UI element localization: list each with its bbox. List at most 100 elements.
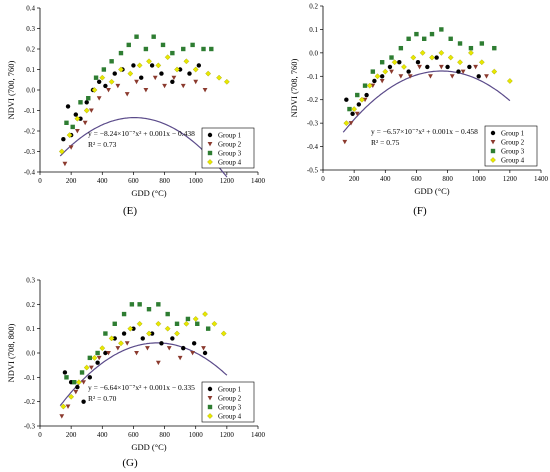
data-point	[66, 132, 73, 138]
y-tick-label: -0.2	[307, 96, 319, 104]
legend-marker	[207, 386, 213, 392]
series-group-2	[62, 75, 208, 167]
y-tick-label: -0.1	[24, 107, 36, 115]
legend-entry: Group 1	[501, 130, 525, 138]
data-point	[101, 67, 107, 72]
data-point	[366, 82, 373, 89]
legend-marker	[207, 413, 213, 419]
legend-entry: Group 3	[218, 150, 242, 158]
data-point	[348, 121, 354, 126]
data-point	[174, 330, 180, 337]
y-tick-label: 0.4	[26, 5, 35, 13]
data-point	[68, 393, 75, 400]
data-point	[96, 79, 102, 85]
legend-entry: Group 4	[218, 413, 242, 421]
legend-entry: Group 2	[218, 395, 242, 403]
data-point	[65, 104, 71, 109]
data-point	[162, 83, 167, 89]
x-tick-label: 1400	[251, 431, 266, 439]
data-point	[91, 87, 98, 93]
x-tick-label: 0	[38, 177, 42, 185]
data-point	[82, 120, 88, 126]
legend-entry: Group 3	[501, 148, 525, 156]
data-point	[391, 59, 398, 66]
data-point	[177, 355, 183, 361]
data-point	[192, 66, 199, 73]
x-tick-label: 1000	[189, 177, 204, 185]
data-point	[79, 370, 85, 375]
data-point	[93, 75, 99, 80]
equation-text: y = −6.57×10⁻⁷x² + 0.001x − 0.458	[371, 127, 478, 136]
data-point	[115, 346, 121, 351]
data-point	[183, 58, 190, 65]
data-point	[419, 49, 426, 56]
data-point	[124, 92, 130, 97]
legend-marker	[490, 148, 496, 154]
data-point	[88, 365, 94, 370]
data-point	[129, 302, 135, 307]
data-point	[407, 74, 413, 79]
data-point	[108, 335, 115, 342]
data-point	[81, 399, 86, 404]
data-point	[103, 331, 108, 336]
data-point	[83, 107, 90, 114]
data-point	[379, 74, 385, 79]
data-point	[62, 370, 68, 375]
y-tick-label: 0.0	[26, 350, 35, 358]
data-point	[170, 336, 175, 341]
data-point	[387, 64, 393, 70]
data-point	[73, 112, 79, 117]
data-point	[202, 88, 208, 93]
y-tick-label: 0.2	[26, 46, 35, 54]
y-tick-label: 0.1	[26, 325, 35, 333]
data-point	[146, 58, 152, 65]
data-point	[359, 96, 365, 103]
data-point	[438, 49, 445, 56]
x-tick-label: 1200	[220, 431, 235, 439]
data-point	[127, 70, 134, 77]
y-axis-title: NDVI (700, 760)	[6, 60, 16, 119]
data-point	[370, 69, 376, 74]
x-tick-label: 1000	[472, 175, 487, 183]
legend-marker	[490, 140, 496, 145]
x-tick-label: 0	[38, 431, 42, 439]
data-point	[180, 83, 186, 89]
legend-marker	[207, 404, 213, 410]
legend-marker	[207, 396, 213, 401]
data-point	[195, 321, 200, 326]
data-point	[468, 45, 474, 51]
data-point	[151, 34, 156, 39]
data-point	[134, 351, 139, 356]
data-point	[95, 360, 100, 365]
data-point	[422, 36, 427, 41]
data-point	[342, 139, 348, 145]
data-point	[196, 63, 202, 68]
data-point	[170, 79, 175, 85]
data-point	[108, 78, 115, 85]
data-point	[64, 120, 69, 125]
x-axis-title: GDD (°C)	[131, 442, 166, 452]
data-point	[146, 330, 152, 337]
y-tick-label: -0.3	[307, 120, 319, 128]
data-point	[165, 311, 170, 317]
data-point	[159, 341, 164, 346]
legend-entry: Group 4	[501, 157, 525, 165]
legend-entry: Group 3	[218, 404, 242, 412]
data-point	[447, 54, 454, 61]
data-point	[410, 54, 417, 61]
data-point	[468, 49, 474, 56]
x-tick-label: 800	[442, 175, 453, 183]
data-point	[109, 59, 114, 64]
data-point	[356, 102, 362, 107]
data-point	[478, 59, 485, 66]
data-point	[506, 78, 513, 84]
data-point	[87, 375, 93, 380]
data-point	[87, 355, 93, 361]
y-tick-label: -0.3	[24, 148, 36, 156]
data-point	[193, 79, 199, 85]
data-point	[155, 360, 161, 366]
x-tick-label: 800	[159, 177, 170, 185]
x-tick-label: 1200	[220, 177, 235, 185]
data-point	[134, 79, 139, 85]
